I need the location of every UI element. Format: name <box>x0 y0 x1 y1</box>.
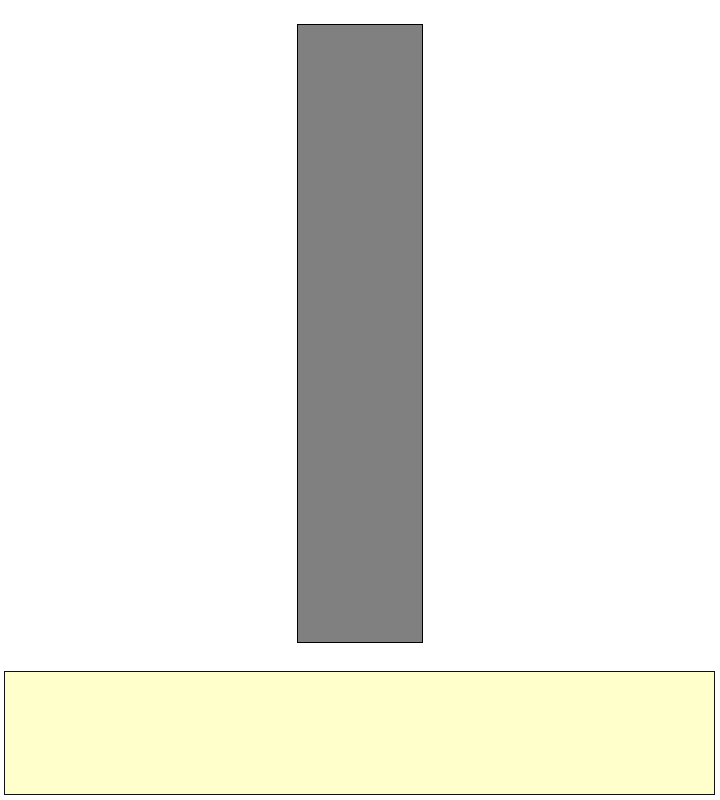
map-figure <box>297 24 423 643</box>
landmass-layer <box>298 25 422 642</box>
colorbar-wrapper[interactable] <box>45 688 695 710</box>
map-plot-area[interactable] <box>297 24 423 643</box>
colorbar-gradient[interactable] <box>45 688 695 710</box>
colorbar-caption-panel <box>4 671 715 795</box>
